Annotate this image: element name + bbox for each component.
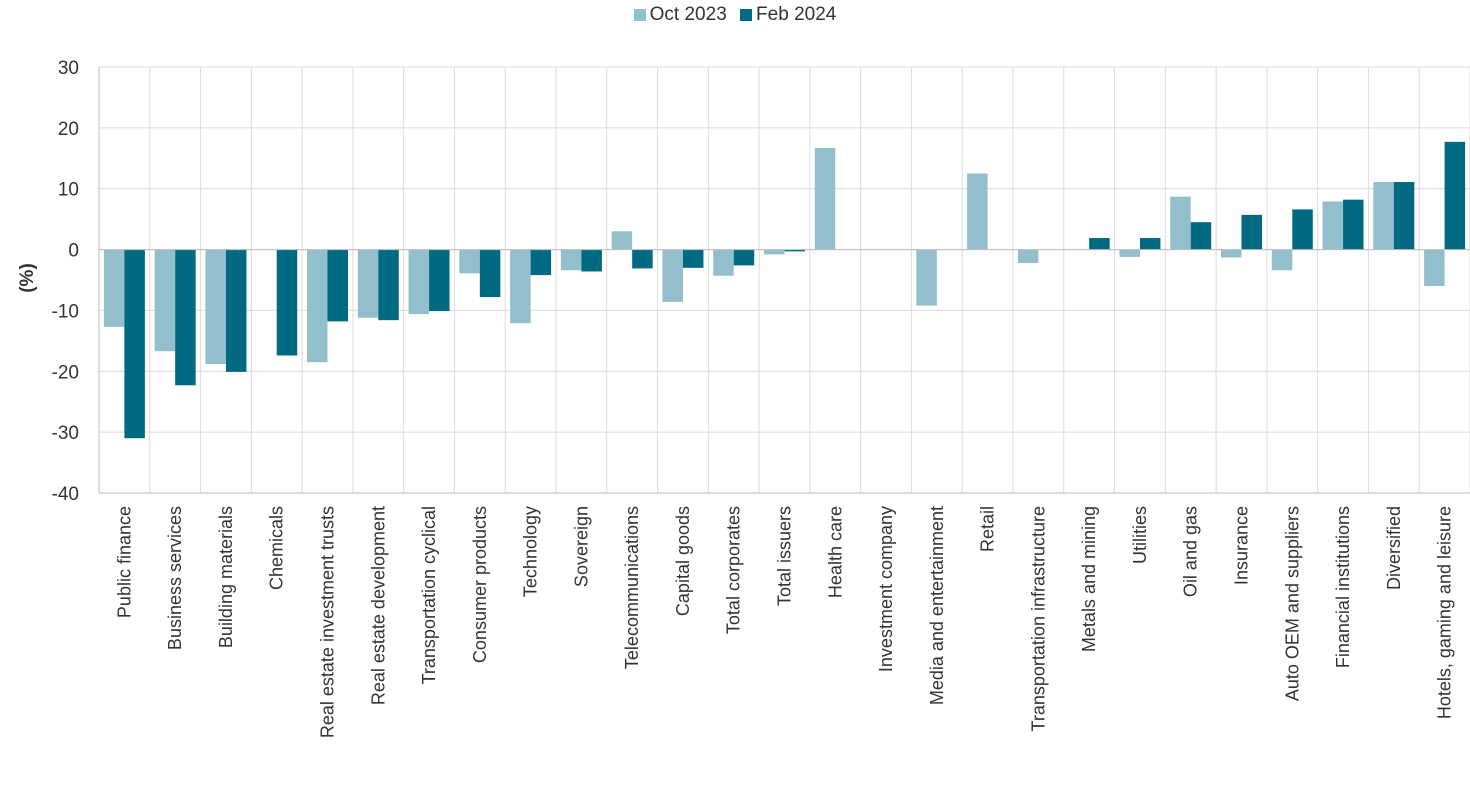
legend-label-feb-2024: Feb 2024 [756,4,837,25]
x-tick-label: Retail [978,506,998,552]
x-tick-label: Utilities [1130,506,1150,564]
y-tick-label: 0 [68,241,79,262]
x-tick-label: Sovereign [571,506,591,587]
bar-oct-2023-public-finance[interactable] [103,249,125,327]
x-tick-label: Consumer products [470,506,490,663]
bar-feb-2024-chemicals[interactable] [276,249,298,356]
bar-feb-2024-public-finance[interactable] [124,249,145,439]
bar-oct-2023-sovereign[interactable] [560,249,582,271]
x-tick-label: Oil and gas [1181,506,1201,597]
bar-oct-2023-utilities[interactable] [1119,249,1140,257]
bar-feb-2024-hotels-gaming-and-leisure[interactable] [1444,141,1466,250]
x-tick-label: Building materials [216,506,236,648]
bar-oct-2023-diversified[interactable] [1373,182,1394,250]
bar-feb-2024-telecommunications[interactable] [632,249,653,269]
legend-label-oct-2023: Oct 2023 [649,4,727,25]
bar-feb-2024-total-corporates[interactable] [733,249,755,266]
bar-oct-2023-retail[interactable] [967,173,988,250]
bar-oct-2023-financial-institutions[interactable] [1322,201,1344,250]
x-tick-label: Chemicals [267,506,287,590]
x-tick-label: Investment company [876,506,896,672]
bar-oct-2023-telecommunications[interactable] [611,231,633,250]
bar-oct-2023-building-materials[interactable] [205,249,226,364]
bar-feb-2024-building-materials[interactable] [225,249,247,372]
x-tick-label: Health care [825,506,845,598]
bar-oct-2023-real-estate-development[interactable] [357,249,379,318]
bar-oct-2023-health-care[interactable] [814,147,836,250]
bar-feb-2024-real-estate-development[interactable] [378,249,399,321]
bar-oct-2023-total-issuers[interactable] [764,249,785,255]
legend-item-oct-2023[interactable]: Oct 2023 [633,4,727,26]
y-tick-label: 30 [58,58,79,79]
axes [98,67,1470,494]
bar-feb-2024-consumer-products[interactable] [479,249,501,298]
x-tick-label: Diversified [1384,506,1404,590]
legend-swatch-feb-2024 [740,9,753,21]
bar-oct-2023-oil-and-gas[interactable] [1170,196,1191,250]
legend-swatch-oct-2023 [633,9,646,21]
bar-feb-2024-total-issuers[interactable] [784,249,806,252]
bar-oct-2023-technology[interactable] [510,249,531,324]
bar-oct-2023-hotels-gaming-and-leisure[interactable] [1424,249,1445,287]
bar-oct-2023-real-estate-investment-trusts[interactable] [307,249,328,363]
grid-lines [98,66,1470,494]
bar-feb-2024-transportation-cyclical[interactable] [429,249,450,312]
bar-oct-2023-consumer-products[interactable] [459,249,480,274]
bar-oct-2023-business-services[interactable] [154,249,176,352]
y-tick-label: 10 [58,180,79,201]
x-tick-label: Transportation infrastructure [1028,506,1048,731]
legend-item-feb-2024[interactable]: Feb 2024 [740,4,836,26]
bar-oct-2023-total-corporates[interactable] [713,249,734,276]
x-tick-label: Financial institutions [1333,506,1353,668]
y-axis-title: (%) [17,263,38,293]
x-tick-label: Auto OEM and suppliers [1282,506,1302,701]
x-tick-label: Real estate investment trusts [318,506,338,738]
x-tick-label: Total issuers [775,506,795,606]
x-tick-label: Telecommunications [622,506,642,669]
x-tick-label: Metals and mining [1079,506,1099,652]
x-tick-label: Technology [521,506,541,597]
bar-oct-2023-transportation-cyclical[interactable] [408,249,430,315]
x-tick-label: Media and entertainment [927,506,947,705]
y-tick-label: -30 [52,423,79,444]
bar-feb-2024-insurance[interactable] [1241,214,1263,250]
bar-feb-2024-diversified[interactable] [1393,182,1415,250]
x-tick-label: Total corporates [724,506,744,634]
x-tick-label: Hotels, gaming and leisure [1435,506,1455,719]
x-tick-label: Public finance [114,506,134,618]
axis-labels: 30 20 10 0 -10 -20 -30 -40 Public finance Busines… [17,58,1455,738]
y-tick-label: -20 [52,362,79,383]
bar-oct-2023-transportation-infrastructure[interactable] [1017,249,1039,263]
bar-feb-2024-sovereign[interactable] [581,249,602,272]
bar-feb-2024-utilities[interactable] [1139,238,1161,250]
bars [103,141,1466,439]
x-tick-label: Business services [165,506,185,650]
bar-feb-2024-technology[interactable] [530,249,552,276]
y-tick-label: -10 [52,301,79,322]
bar-oct-2023-insurance[interactable] [1221,249,1242,258]
bar-feb-2024-real-estate-investment-trusts[interactable] [327,249,349,322]
bar-feb-2024-metals-and-mining[interactable] [1089,238,1110,250]
bar-feb-2024-business-services[interactable] [175,249,196,386]
legend: Oct 2023 Feb 2024 [0,4,1470,27]
bar-feb-2024-oil-and-gas[interactable] [1190,222,1212,250]
x-tick-label: Transportation cyclical [419,506,439,684]
y-tick-label: -40 [52,484,79,505]
x-tick-label: Insurance [1232,506,1252,585]
bar-feb-2024-capital-goods[interactable] [682,249,704,268]
bar-oct-2023-capital-goods[interactable] [662,249,683,302]
x-tick-label: Capital goods [673,506,693,616]
x-tick-label: Real estate development [368,506,388,705]
bar-oct-2023-auto-oem-and-suppliers[interactable] [1271,249,1293,271]
bar-feb-2024-financial-institutions[interactable] [1343,199,1364,250]
bar-oct-2023-media-and-entertainment[interactable] [916,249,937,306]
bar-feb-2024-auto-oem-and-suppliers[interactable] [1292,209,1313,250]
y-tick-label: 20 [58,119,79,140]
